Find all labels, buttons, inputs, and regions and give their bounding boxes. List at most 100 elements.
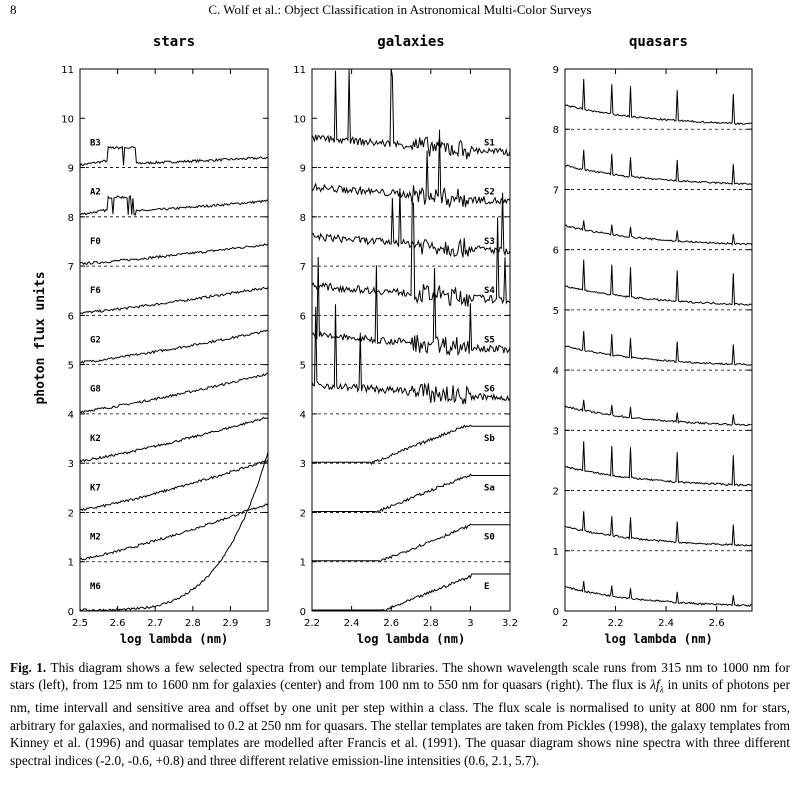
spectrum-line <box>564 78 753 126</box>
y-tick-label: 6 <box>68 311 74 322</box>
x-tick-label: 2.2 <box>304 618 320 629</box>
x-tick-label: 2.4 <box>658 618 674 629</box>
spectrum-line <box>311 188 511 258</box>
y-tick-label: 8 <box>68 213 74 224</box>
spectrum-line <box>312 473 510 513</box>
panel-frame <box>311 68 511 612</box>
y-tick-label: 5 <box>68 361 74 372</box>
y-tick-label: 9 <box>68 164 74 175</box>
panel-title-stars: stars <box>153 34 195 50</box>
spectrum-label: F0 <box>90 237 101 247</box>
y-tick-label: 4 <box>553 366 559 377</box>
spectrum-line <box>311 68 511 160</box>
spectrum-label: Sb <box>484 434 495 444</box>
spectrum-line <box>564 220 753 246</box>
y-tick-label: 5 <box>300 361 306 372</box>
x-tick-label: 2.8 <box>185 618 201 629</box>
panel-quasars: quasars 0 1 2 3 4 5 6 7 8 9 2 2.2 2.4 2.6 log lambda (n… <box>553 34 753 646</box>
y-tick-label: 8 <box>553 125 559 136</box>
caption-text-2: in units of photons per nm, time interva… <box>10 677 791 768</box>
spectrum-label: S4 <box>484 286 495 296</box>
spectrum-line <box>564 399 753 427</box>
spectrum-line <box>312 573 510 612</box>
spectrum-label: S5 <box>484 335 495 345</box>
spectrum-label: G2 <box>90 335 101 345</box>
spectrum-line <box>80 194 269 216</box>
page-header: 8 C. Wolf et al.: Object Classification … <box>0 0 800 20</box>
y-tick-label: 6 <box>300 311 306 322</box>
spectrum-line <box>311 256 511 357</box>
y-tick-label: 1 <box>68 558 74 569</box>
spectrum-label: A2 <box>90 188 101 198</box>
caption-symbol: λfλ <box>650 677 664 696</box>
spectrum-label: S6 <box>484 385 495 395</box>
spectrum-line <box>79 503 269 561</box>
spectrum-label: S1 <box>484 138 495 148</box>
panel-frame <box>79 68 269 612</box>
page-number: 8 <box>10 2 17 17</box>
spectrum-label: S2 <box>484 188 495 198</box>
x-axis-label: log lambda (nm) <box>604 632 712 646</box>
spectrum-line <box>79 286 269 315</box>
y-tick-label: 0 <box>68 607 74 618</box>
x-tick-label: 2.2 <box>608 618 624 629</box>
figure-caption: Fig. 1. This diagram shows a few selecte… <box>10 659 790 769</box>
y-tick-label: 10 <box>61 114 74 125</box>
spectrum-line <box>564 580 752 607</box>
y-tick-label: 8 <box>300 213 306 224</box>
y-tick-label: 2 <box>553 487 559 498</box>
y-tick-label: 0 <box>300 607 306 618</box>
spectra-figure: photon flux units stars012345678910112.5… <box>33 34 753 646</box>
spectrum-label: G8 <box>90 385 101 395</box>
spectrum-line <box>564 259 752 306</box>
x-tick-label: 3.2 <box>502 618 518 629</box>
y-tick-label: 3 <box>68 459 74 470</box>
y-tick-label: 3 <box>553 426 559 437</box>
caption-label: Fig. 1. <box>10 660 47 675</box>
x-tick-label: 2.7 <box>147 618 163 629</box>
y-tick-label: 3 <box>300 459 306 470</box>
y-tick-label: 7 <box>68 262 74 273</box>
x-tick-label: 2.6 <box>709 618 725 629</box>
spectrum-line <box>311 304 511 405</box>
spectrum-line <box>564 149 753 186</box>
y-tick-label: 2 <box>300 508 306 519</box>
x-tick-label: 2 <box>562 618 568 629</box>
spectrum-line <box>79 451 269 612</box>
spectrum-line <box>79 416 268 463</box>
y-tick-label: 7 <box>553 185 559 196</box>
spectrum-label: S0 <box>484 533 495 543</box>
y-tick-label: 1 <box>300 558 306 569</box>
panel-title-quasars: quasars <box>629 34 688 50</box>
panel-galaxies: galaxies 0 1 2 3 4 5 6 7 8 9 10 11 2.2 2.4 2.6 2.8 3 3.2 lo… <box>293 34 518 646</box>
y-tick-label: 11 <box>293 65 306 76</box>
y-tick-label: 7 <box>300 262 306 273</box>
x-axis-label: log lambda (nm) <box>357 632 465 646</box>
y-tick-label: 6 <box>553 246 559 257</box>
y-tick-label: 9 <box>300 164 306 175</box>
spectrum-line <box>564 441 753 487</box>
spectrum-line <box>312 523 510 562</box>
spectrum-line <box>79 145 269 167</box>
x-tick-label: 3 <box>265 618 271 629</box>
spectrum-line <box>79 459 269 512</box>
y-tick-label: 5 <box>553 306 559 317</box>
x-tick-label: 2.4 <box>344 618 360 629</box>
spectrum-line <box>564 511 753 547</box>
y-tick-label: 1 <box>553 547 559 558</box>
y-tick-label: 10 <box>293 114 306 125</box>
x-tick-label: 2.8 <box>423 618 439 629</box>
spectrum-label: S3 <box>484 237 495 247</box>
x-tick-label: 2.6 <box>110 618 126 629</box>
spectrum-label: Sa <box>484 483 495 493</box>
spectrum-line <box>79 329 269 365</box>
spectrum-line <box>79 242 269 265</box>
x-tick-label: 2.9 <box>222 618 238 629</box>
running-title: C. Wolf et al.: Object Classification in… <box>208 2 592 17</box>
y-tick-label: 0 <box>553 607 559 618</box>
x-tick-label: 3 <box>467 618 473 629</box>
panel-title-galaxies: galaxies <box>377 34 444 50</box>
spectrum-line <box>312 424 510 466</box>
spectrum-label: M6 <box>90 582 101 592</box>
y-tick-label: 9 <box>553 65 559 76</box>
